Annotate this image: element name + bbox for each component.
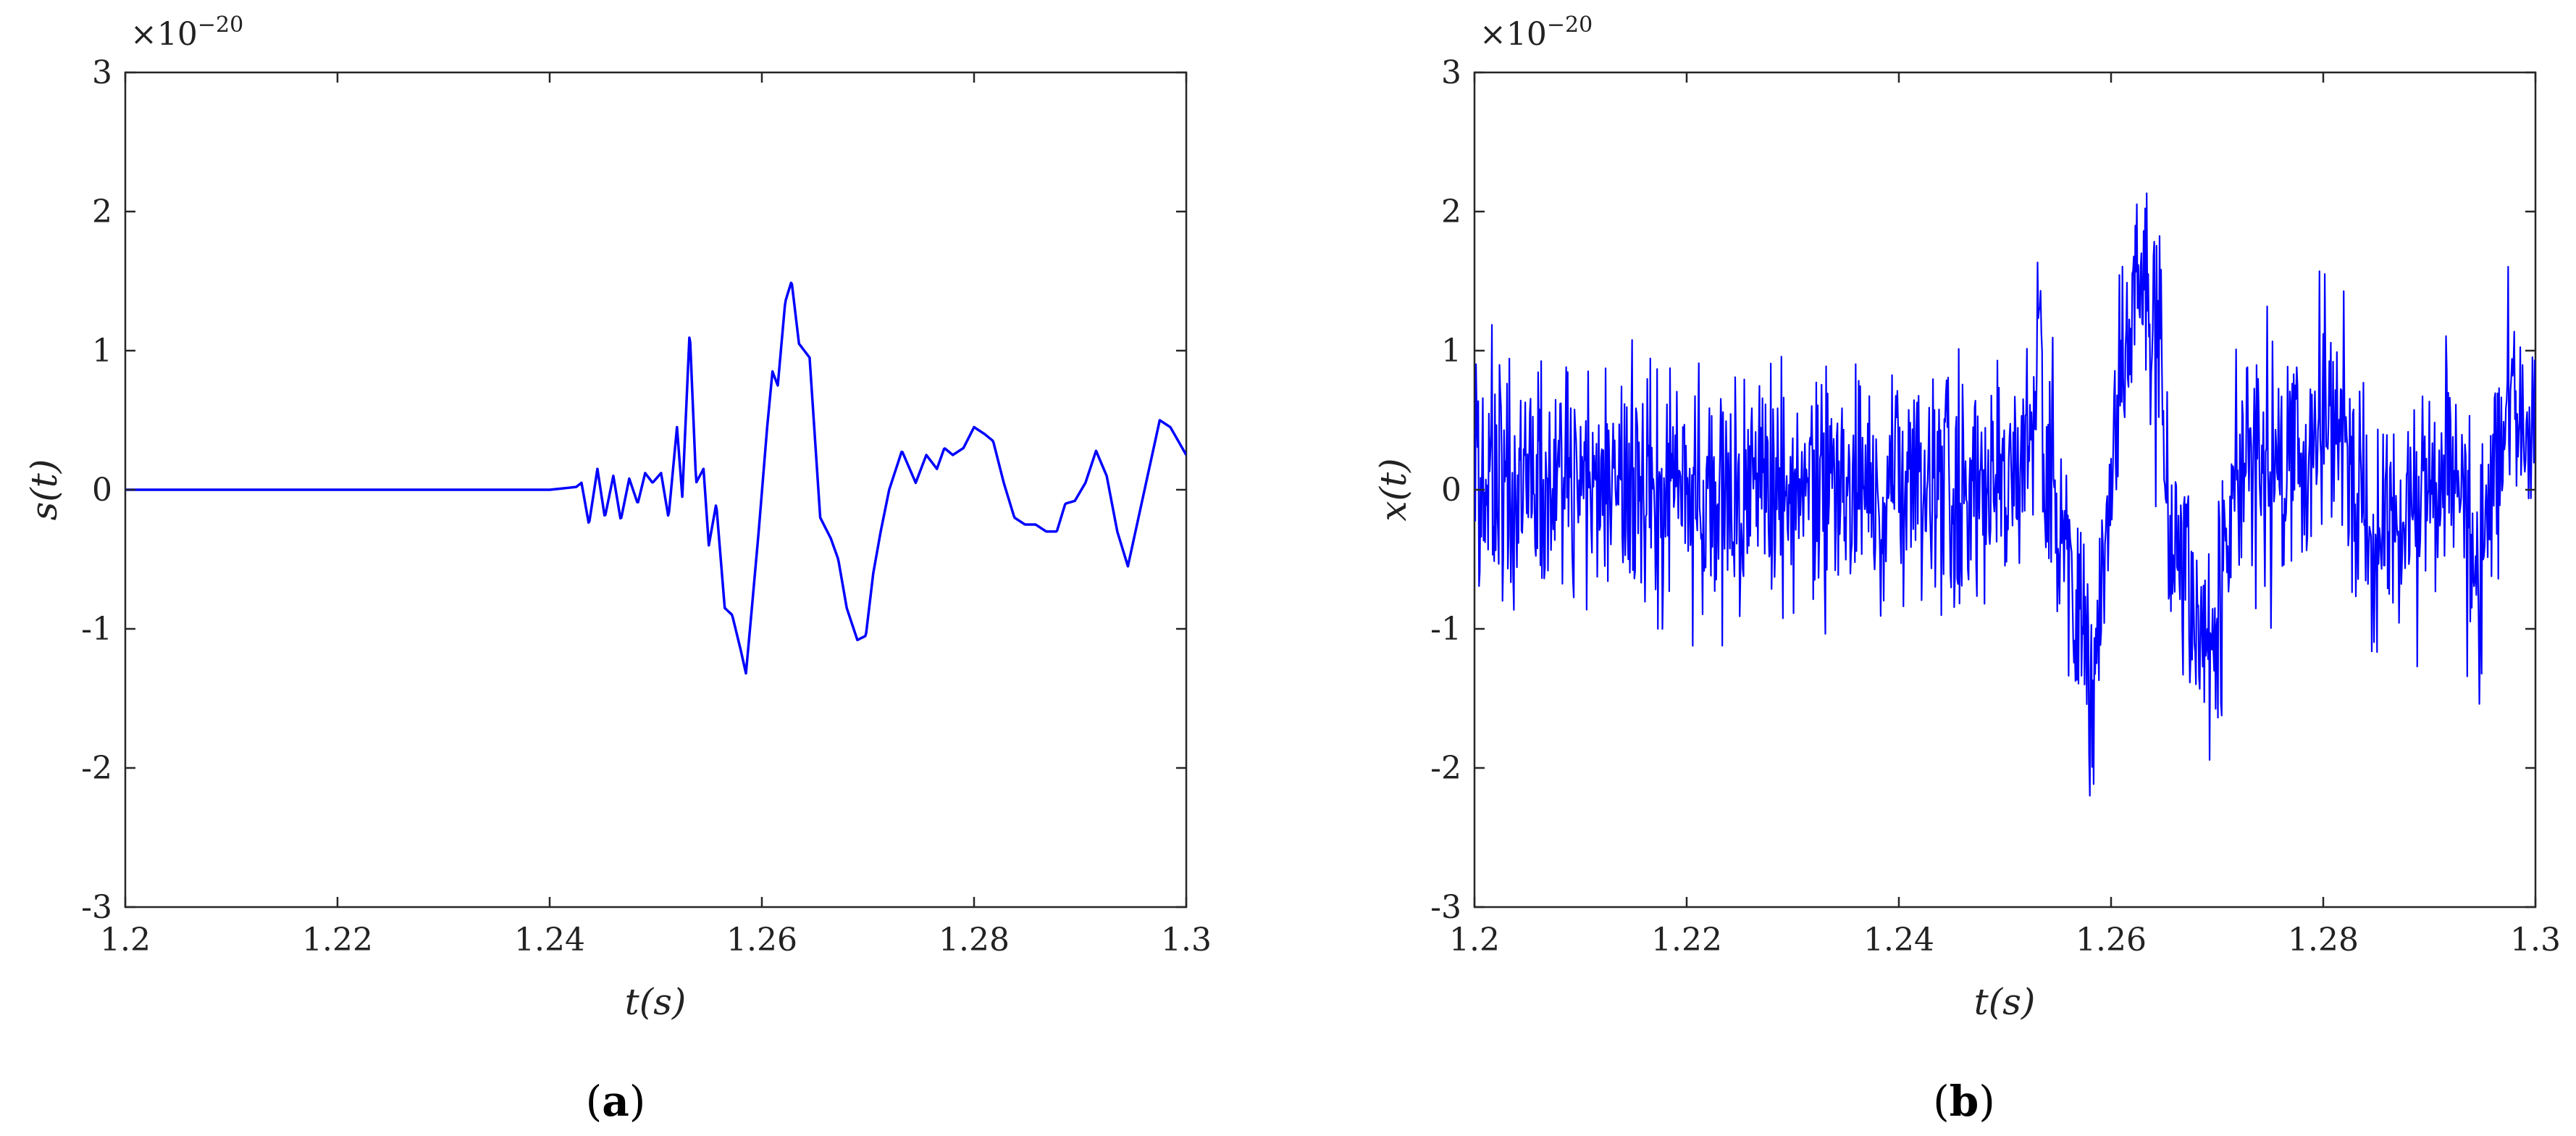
panel-a: 1.2 1.22 1.24 1.26 1.28 1.3 -3 -2 -1 0 1 2 3 ×10−20… bbox=[23, 12, 1212, 1126]
exponent-label-b: ×10−20 bbox=[1480, 12, 1593, 53]
yticks-b: -3 -2 -1 0 1 2 3 bbox=[1430, 54, 2535, 926]
x-tick-label: 1.26 bbox=[726, 922, 797, 958]
xlabel-b: t(s) bbox=[1974, 981, 2036, 1023]
y-tick-label: 0 bbox=[92, 472, 112, 509]
y-tick-label: -3 bbox=[1430, 889, 1461, 926]
y-tick-label: 2 bbox=[1441, 193, 1461, 230]
y-tick-label: 0 bbox=[1441, 472, 1461, 509]
x-tick-label: 1.28 bbox=[939, 922, 1010, 958]
y-tick-label: 1 bbox=[92, 333, 112, 369]
panel-b: 1.2 1.22 1.24 1.26 1.28 1.3 -3 -2 -1 0 1 2 3 ×10−20… bbox=[1372, 12, 2561, 1126]
y-tick-label: -1 bbox=[1430, 611, 1461, 648]
y-tick-label: 3 bbox=[92, 54, 112, 91]
series-line bbox=[1474, 192, 2535, 797]
yticks-a: -3 -2 -1 0 1 2 3 bbox=[81, 54, 1186, 926]
plot-area-a bbox=[125, 281, 1186, 675]
x-tick-label: 1.22 bbox=[1651, 922, 1722, 958]
y-tick-label: -2 bbox=[1430, 750, 1461, 787]
y-tick-label: -2 bbox=[81, 750, 112, 787]
y-tick-label: -3 bbox=[81, 889, 112, 926]
x-tick-label: 1.26 bbox=[2076, 922, 2147, 958]
x-tick-label: 1.2 bbox=[100, 922, 151, 958]
series-line bbox=[125, 281, 1186, 675]
x-tick-label: 1.24 bbox=[514, 922, 585, 958]
x-tick-label: 1.3 bbox=[2510, 922, 2561, 958]
y-tick-label: 3 bbox=[1441, 54, 1461, 91]
exponent-label-a: ×10−20 bbox=[130, 12, 243, 53]
y-tick-label: -1 bbox=[81, 611, 112, 648]
plot-area-b bbox=[1474, 192, 2535, 797]
ylabel-a: s(t) bbox=[23, 459, 65, 521]
y-tick-label: 2 bbox=[92, 193, 112, 230]
panel-label-a: (a) bbox=[586, 1077, 646, 1126]
x-tick-label: 1.2 bbox=[1449, 922, 1500, 958]
x-tick-label: 1.24 bbox=[1863, 922, 1934, 958]
xticks-a: 1.2 1.22 1.24 1.26 1.28 1.3 bbox=[100, 72, 1212, 958]
y-tick-label: 1 bbox=[1441, 333, 1461, 369]
xlabel-a: t(s) bbox=[625, 981, 687, 1023]
panel-label-b: (b) bbox=[1933, 1077, 1995, 1126]
ylabel-b: x(t) bbox=[1372, 458, 1414, 521]
x-tick-label: 1.28 bbox=[2288, 922, 2359, 958]
xticks-b: 1.2 1.22 1.24 1.26 1.28 1.3 bbox=[1449, 72, 2561, 958]
x-tick-label: 1.3 bbox=[1161, 922, 1212, 958]
x-tick-label: 1.22 bbox=[302, 922, 373, 958]
